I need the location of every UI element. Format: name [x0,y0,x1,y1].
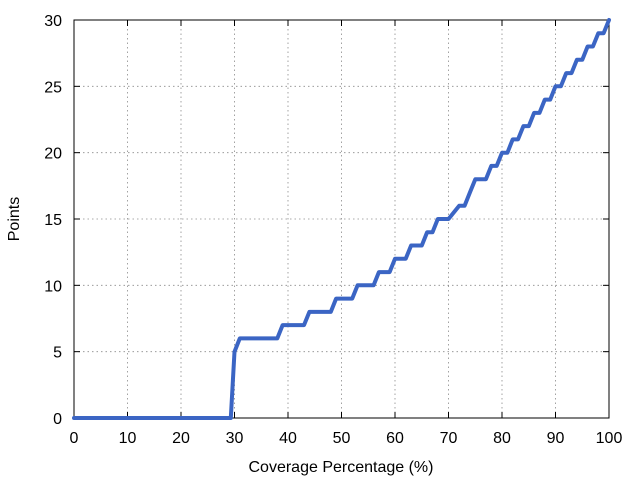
x-tick-label: 80 [493,430,511,447]
series-line [72,18,611,420]
y-tick-label: 30 [44,13,62,30]
y-tick-label: 20 [44,146,62,163]
y-tick-label: 15 [44,212,62,229]
x-tick-label: 100 [596,430,623,447]
x-tick-label: 50 [333,430,351,447]
y-tick-label: 25 [44,79,62,96]
x-tick-label: 20 [172,430,190,447]
x-tick-label: 30 [226,430,244,447]
grid [74,20,609,418]
series-layer [72,18,611,420]
x-tick-label: 60 [386,430,404,447]
y-tick-label: 0 [53,411,62,428]
y-tick-label: 5 [53,345,62,362]
y-tick-label: 10 [44,278,62,295]
x-tick-label: 40 [279,430,297,447]
x-tick-label: 0 [70,430,79,447]
x-tick-label: 90 [547,430,565,447]
x-tick-label: 10 [119,430,137,447]
x-axis-label: Coverage Percentage (%) [249,459,434,476]
axis-ticks: 0 10 20 30 40 50 60 70 80 90 100 0 5 10 15 20 25 30 [44,13,622,447]
x-tick-label: 70 [440,430,458,447]
y-axis-label: Points [6,197,23,241]
